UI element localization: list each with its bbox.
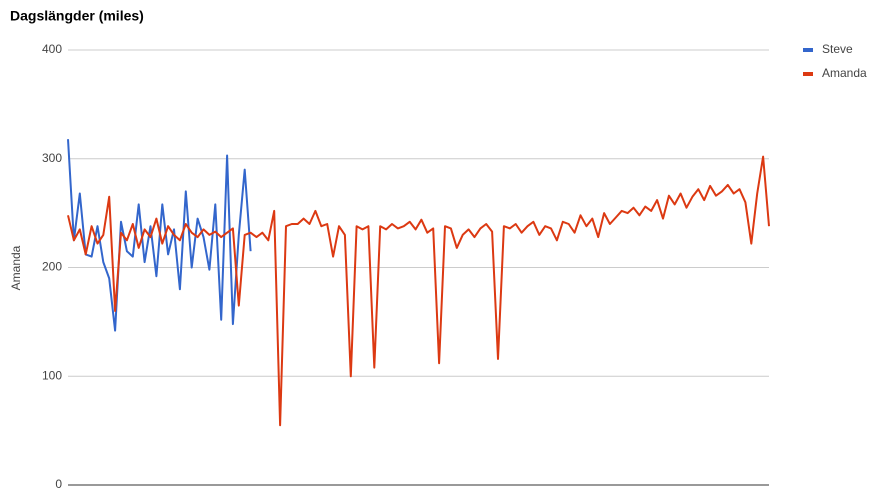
line-series — [67, 139, 252, 332]
y-tick-label: 300 — [42, 151, 62, 165]
chart-title: Dagslängder (miles) — [10, 8, 144, 24]
y-tick-label: 0 — [55, 477, 62, 491]
line-series — [67, 155, 770, 427]
y-axis-title: Amanda — [9, 245, 23, 290]
legend-label: Steve — [822, 42, 853, 56]
legend-label: Amanda — [822, 66, 867, 80]
y-tick-label: 200 — [42, 260, 62, 274]
y-tick-label: 100 — [42, 368, 62, 382]
y-tick-label: 400 — [42, 42, 62, 56]
